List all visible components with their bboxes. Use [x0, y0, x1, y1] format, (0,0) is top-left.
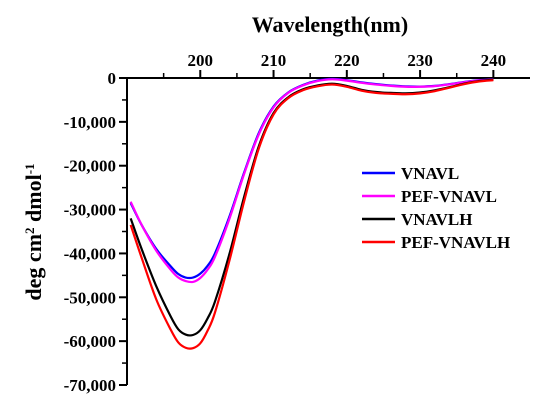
x-axis-title: Wavelength(nm) [252, 12, 408, 37]
y-tick-label: -10,000 [64, 113, 116, 132]
x-tick-label: 220 [334, 51, 360, 70]
legend-label-vnavlh: VNAVLH [401, 210, 472, 229]
x-tick-label: 210 [261, 51, 287, 70]
legend-label-pef-vnavl: PEF-VNAVL [401, 187, 497, 206]
axes [126, 77, 530, 385]
y-axis-title: deg cm2 dmol-1 [21, 163, 46, 300]
y-axis-title-mid: dmol [21, 174, 46, 227]
series-line-pef-vnavl [129, 78, 494, 284]
legend-label-vnavl: VNAVL [401, 164, 459, 183]
y-tick-label: -50,000 [64, 288, 116, 307]
ticks: 200 210 220 230 240 0 -10,000 -20,000 -30,000 -40… [64, 51, 507, 395]
x-tick-label: 200 [188, 51, 214, 70]
legend-label-pef-vnavlh: PEF-VNAVLH [401, 233, 510, 252]
y-axis-title-main: deg cm [21, 234, 46, 301]
x-tick-label: 240 [481, 51, 507, 70]
legend: VNAVL PEF-VNAVL VNAVLH PEF-VNAVLH [362, 164, 510, 252]
series-lines [129, 77, 494, 350]
y-tick-label: 0 [108, 69, 117, 88]
y-tick-label: -70,000 [64, 376, 116, 395]
series-line-pef-vnavlh [129, 79, 494, 350]
y-axis-title-sup-neg1: -1 [22, 163, 37, 174]
y-tick-label: -40,000 [64, 244, 116, 263]
series-line-vnavlh [129, 78, 494, 337]
x-tick-label: 230 [407, 51, 433, 70]
y-tick-label: -20,000 [64, 157, 116, 176]
y-axis-title-sup-2: 2 [22, 227, 37, 234]
y-tick-label: -60,000 [64, 332, 116, 351]
y-tick-label: -30,000 [64, 201, 116, 220]
